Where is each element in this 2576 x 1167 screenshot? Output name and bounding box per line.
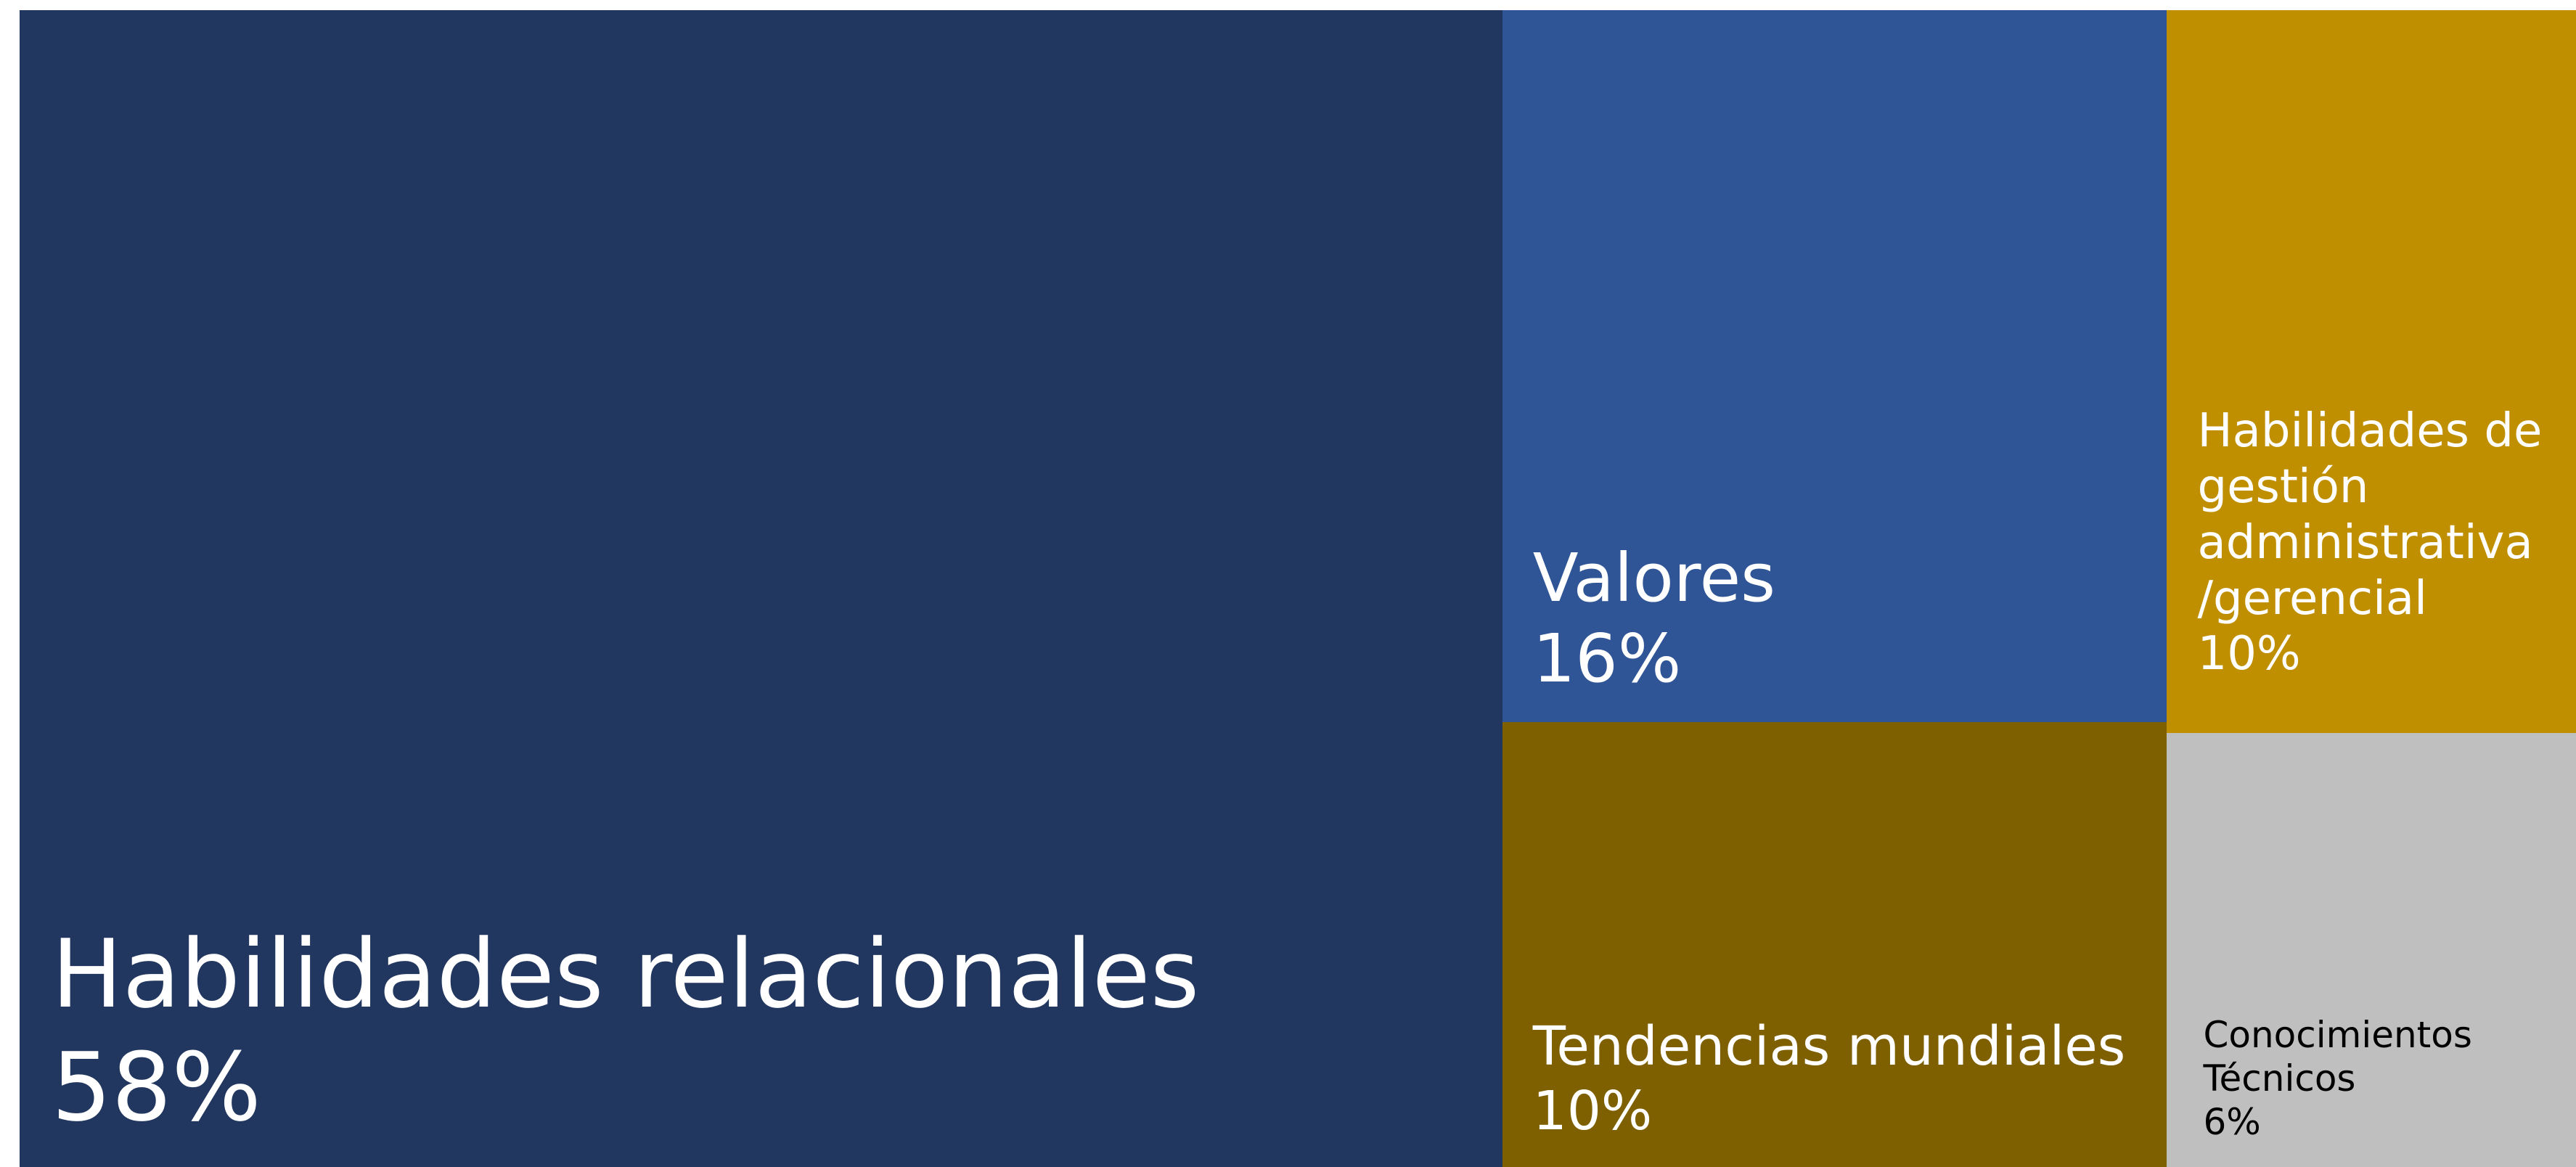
tile-label: Valores [1532, 539, 1776, 618]
treemap-tile: Habilidades de gestión administrativa /g… [2167, 10, 2576, 734]
tile-value-label: 58% [52, 1032, 261, 1142]
tile-value-label: 6% [2203, 1101, 2261, 1143]
tile-label: Tendencias mundiales [1532, 1015, 2126, 1078]
tile-label: Conocimientos Técnicos [2203, 1014, 2472, 1100]
tile-label: Habilidades relacionales [52, 919, 1200, 1029]
tile-value-label: 16% [1532, 619, 1682, 697]
treemap: Habilidades relacionales 58% Valores 16% Ten… [20, 10, 2576, 1167]
tile-value-label: 10% [1532, 1080, 1653, 1143]
tile-value-label: 10% [2197, 627, 2301, 681]
tile-label: Habilidades de gestión administrativa /g… [2197, 404, 2543, 626]
treemap-tile: Tendencias mundiales 10% [1502, 721, 2167, 1167]
treemap-tile: Conocimientos Técnicos 6% [2167, 733, 2576, 1167]
treemap-tile: Valores 16% [1502, 10, 2167, 722]
treemap-tile: Habilidades relacionales 58% [20, 10, 1502, 1167]
